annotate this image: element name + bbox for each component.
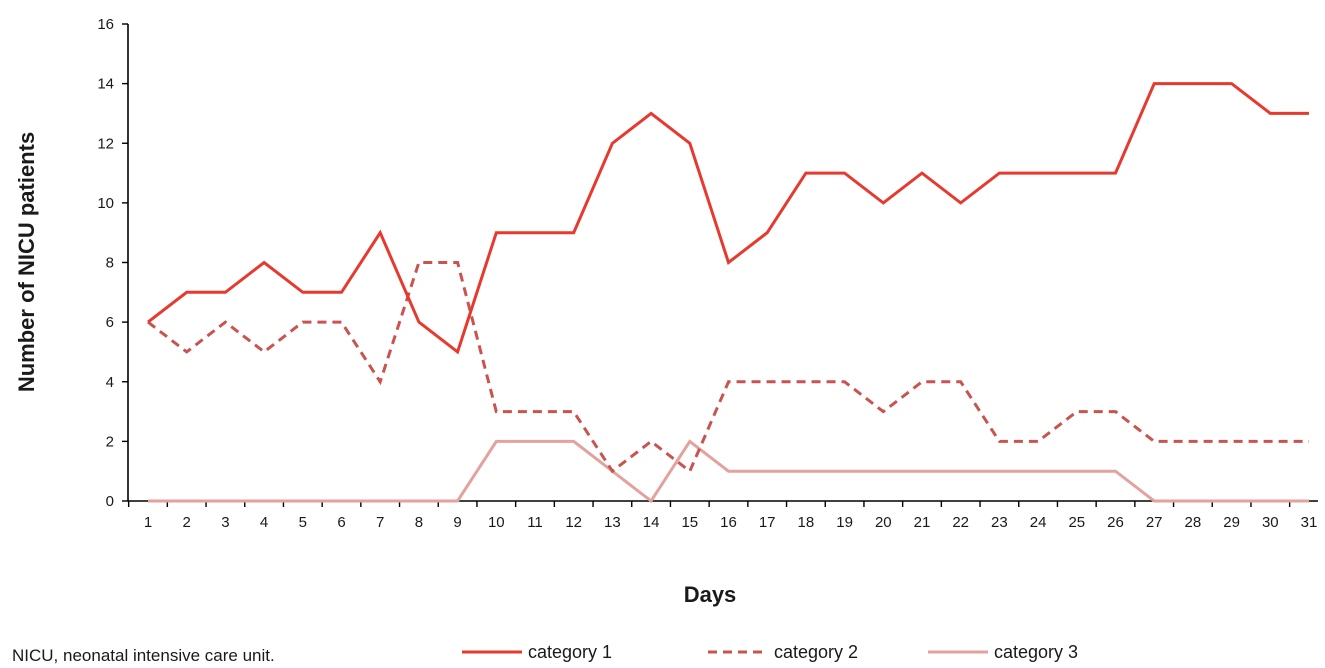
series-line-category-1 (147, 82, 1309, 355)
y-tick-label: 2 (106, 433, 114, 450)
x-tick-label: 5 (299, 514, 307, 531)
legend: category 1 category 2 category 3 (462, 642, 1078, 662)
x-tick-label: 31 (1301, 514, 1318, 531)
y-axis-title: Number of NICU patients (14, 132, 39, 392)
series-line-category-2 (147, 261, 1309, 474)
x-tick-label: 12 (565, 514, 582, 531)
x-tick-label: 26 (1107, 514, 1124, 531)
x-tick-label: 29 (1223, 514, 1240, 531)
y-tick-label: 4 (106, 374, 114, 391)
legend-label: category 3 (994, 642, 1078, 662)
series-line-category-3 (148, 439, 1309, 504)
x-tick-label: 1 (144, 514, 152, 531)
x-tick-label: 23 (991, 514, 1008, 531)
x-tick-label: 10 (488, 514, 505, 531)
legend-label: category 2 (774, 642, 858, 662)
x-tick-label: 19 (836, 514, 853, 531)
x-tick-label: 25 (1068, 514, 1085, 531)
y-tick-label: 6 (106, 314, 114, 331)
x-tick-label: 17 (759, 514, 776, 531)
x-tick-label: 27 (1146, 514, 1163, 531)
x-tick-label: 13 (604, 514, 621, 531)
footnote: NICU, neonatal intensive care unit. (12, 646, 275, 665)
x-tick-label: 20 (875, 514, 892, 531)
x-tick-label: 11 (527, 514, 543, 531)
x-tick-label: 3 (221, 514, 229, 531)
x-axis-title: Days (684, 582, 737, 607)
y-tick-label: 10 (97, 195, 114, 212)
x-tick-label: 9 (453, 514, 461, 531)
y-tick-label: 0 (106, 493, 114, 510)
x-tick-label: 28 (1185, 514, 1202, 531)
x-tick-label: 8 (415, 514, 423, 531)
x-tick-label: 22 (952, 514, 969, 531)
x-tick-label: 14 (643, 514, 660, 531)
y-tick-label: 12 (97, 135, 114, 152)
x-tick-label: 4 (260, 514, 268, 531)
x-tick-label: 18 (798, 514, 815, 531)
x-tick-label: 30 (1262, 514, 1279, 531)
x-tick-label: 24 (1030, 514, 1047, 531)
x-tick-label: 6 (337, 514, 345, 531)
x-tick-label: 15 (681, 514, 698, 531)
x-tick-label: 21 (914, 514, 931, 531)
y-tick-label: 8 (106, 255, 114, 272)
y-tick-label: 14 (97, 76, 114, 93)
y-tick-label: 16 (97, 16, 114, 33)
x-tick-label: 16 (720, 514, 737, 531)
x-tick-label: 7 (376, 514, 384, 531)
legend-label: category 1 (528, 642, 612, 662)
x-tick-label: 2 (183, 514, 191, 531)
